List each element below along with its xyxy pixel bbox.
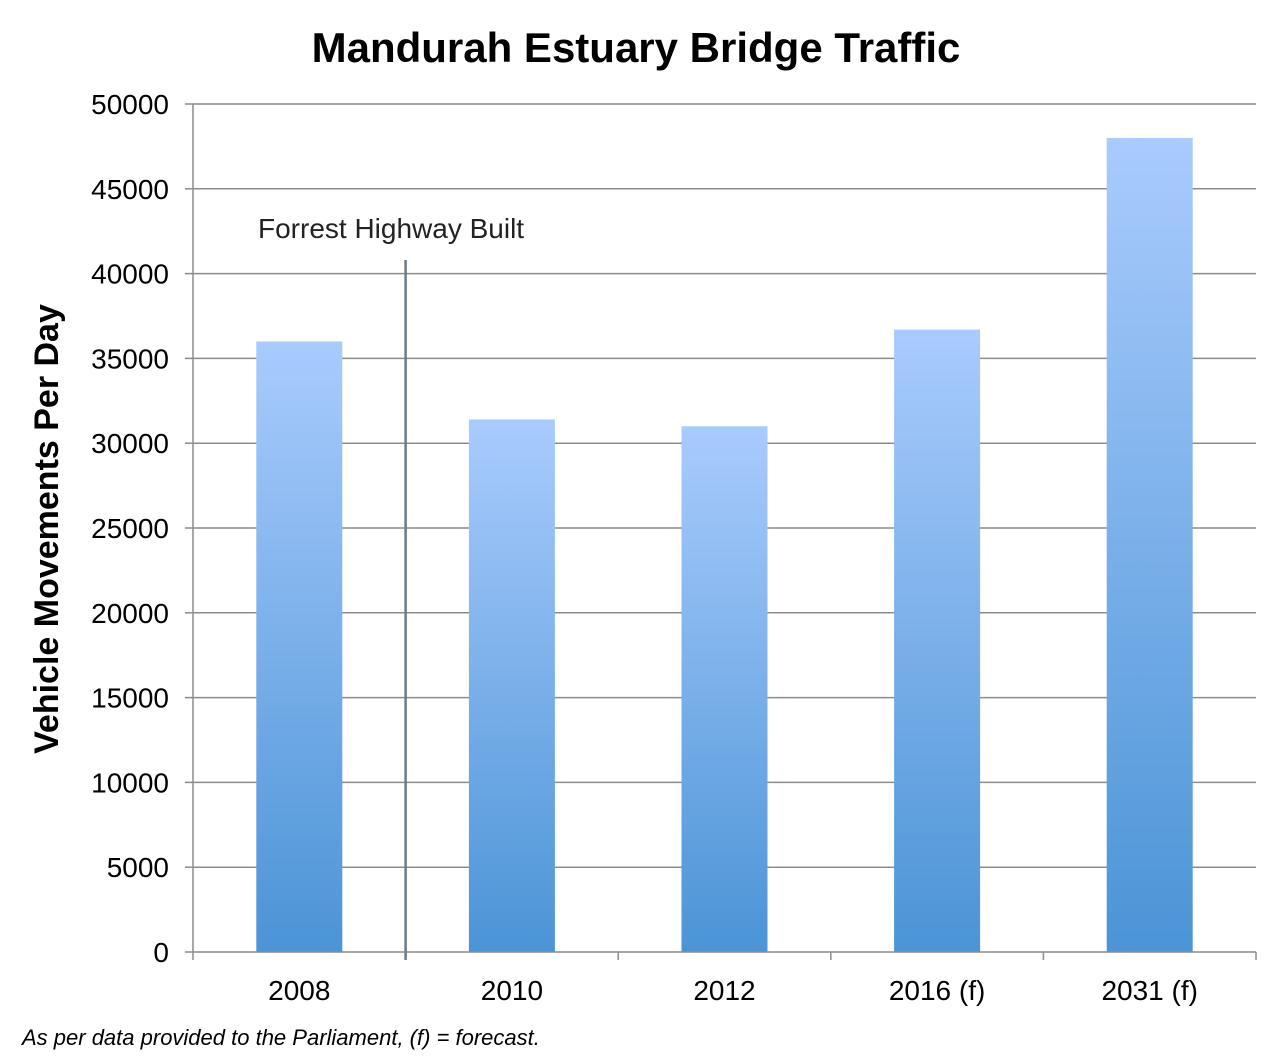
x-tick-label-2016-f: 2016 (f) — [889, 975, 986, 1006]
bar-2010 — [468, 419, 555, 952]
x-tick-label-2010: 2010 — [481, 975, 543, 1006]
y-tick-label-25000: 25000 — [91, 513, 169, 544]
y-tick-label-10000: 10000 — [91, 767, 169, 798]
y-tick-label-0: 0 — [153, 937, 169, 968]
bar-2012 — [681, 426, 768, 952]
y-tick-label-20000: 20000 — [91, 598, 169, 629]
x-tick-labels: 2008 2010 2012 2016 (f) 2031 (f) — [268, 975, 1198, 1006]
y-tick-label-35000: 35000 — [91, 343, 169, 374]
y-tick-label-40000: 40000 — [91, 259, 169, 290]
bar-2008 — [256, 341, 343, 952]
x-tick-label-2008: 2008 — [268, 975, 330, 1006]
y-axis-label: Vehicle Movements Per Day — [28, 304, 66, 754]
bar-2016-f — [894, 329, 981, 952]
forrest-highway-annotation: Forrest Highway Built — [258, 213, 524, 244]
y-tick-label-45000: 45000 — [91, 174, 169, 205]
y-tick-labels: 0 5000 10000 15000 20000 25000 30000 35000 40000… — [91, 89, 169, 968]
y-tick-label-50000: 50000 — [91, 89, 169, 120]
footnote: As per data provided to the Parliament, … — [20, 1025, 540, 1050]
y-tick-label-30000: 30000 — [91, 428, 169, 459]
y-tick-label-15000: 15000 — [91, 683, 169, 714]
y-tick-label-5000: 5000 — [107, 852, 169, 883]
bar-2031-f — [1106, 137, 1193, 953]
bar-layer — [256, 137, 1193, 953]
x-tick-label-2012: 2012 — [693, 975, 755, 1006]
x-tick-label-2031-f: 2031 (f) — [1101, 975, 1198, 1006]
chart-title: Mandurah Estuary Bridge Traffic — [312, 24, 961, 71]
